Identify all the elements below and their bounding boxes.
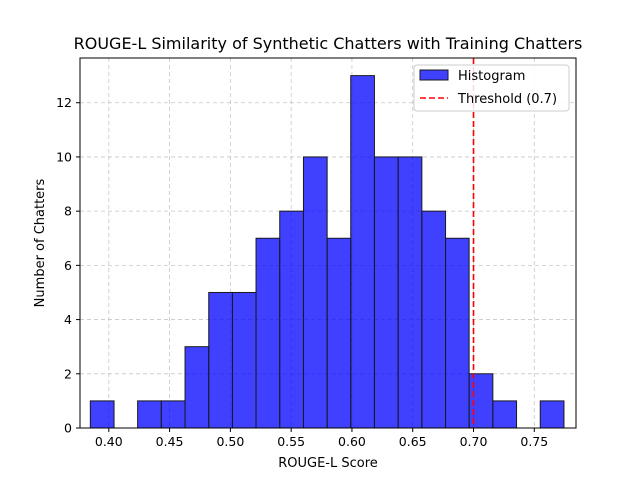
histogram-bar: [421, 210, 447, 429]
y-axis-label: Number of Chatters: [33, 178, 48, 307]
y-tick-label: 6: [64, 258, 72, 273]
histogram-bar: [397, 156, 423, 429]
legend-label-threshold: Threshold (0.7): [457, 92, 557, 107]
histogram-bar: [255, 237, 281, 429]
x-axis-label: ROUGE-L Score: [278, 456, 378, 471]
x-tick-label: 0.40: [95, 434, 123, 449]
histogram-bar: [89, 400, 115, 429]
histogram-bar: [492, 400, 518, 429]
legend-swatch-histogram: [419, 69, 449, 81]
x-tick-label: 0.60: [338, 434, 366, 449]
x-tick-label: 0.65: [399, 434, 427, 449]
legend-label-histogram: Histogram: [458, 69, 525, 84]
histogram-bar: [326, 237, 352, 429]
histogram-bar: [279, 210, 304, 429]
x-axis-ticks: 0.40 0.45 0.50 0.55 0.60 0.65 0.70 0.75: [95, 428, 548, 449]
histogram-bars: [89, 75, 565, 429]
histogram-bar: [373, 156, 399, 429]
y-tick-label: 0: [64, 421, 72, 436]
histogram-bar: [445, 237, 470, 429]
histogram-bar: [160, 400, 186, 429]
y-tick-label: 12: [56, 95, 72, 110]
y-tick-label: 2: [64, 366, 72, 381]
histogram-bar: [231, 291, 257, 429]
histogram-bar: [350, 75, 375, 429]
x-tick-label: 0.55: [277, 434, 305, 449]
legend-box: [413, 64, 570, 112]
y-axis-ticks: 0 2 4 6 8 10 12: [56, 95, 80, 436]
legend: Histogram Threshold (0.7): [413, 64, 570, 112]
histogram-bar: [208, 291, 233, 429]
x-tick-label: 0.45: [156, 434, 184, 449]
y-tick-label: 10: [56, 149, 72, 164]
x-tick-label: 0.70: [460, 434, 488, 449]
y-tick-label: 8: [64, 204, 72, 219]
x-tick-label: 0.75: [520, 434, 548, 449]
chart-title: ROUGE-L Similarity of Synthetic Chatters…: [74, 34, 583, 53]
histogram-bar: [184, 346, 210, 429]
plot-frame: [79, 57, 577, 429]
histogram-bar: [302, 156, 328, 429]
x-tick-label: 0.50: [216, 434, 244, 449]
histogram-bar: [468, 373, 494, 429]
y-tick-label: 4: [64, 312, 72, 327]
histogram-bar: [539, 400, 565, 429]
histogram-bar: [137, 400, 162, 429]
